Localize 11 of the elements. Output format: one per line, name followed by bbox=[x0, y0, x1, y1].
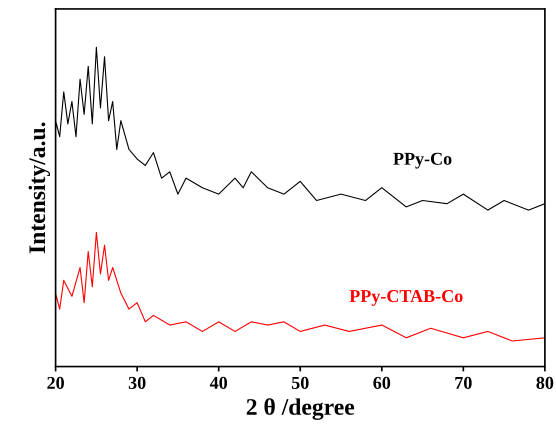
x-tick-label: 40 bbox=[210, 376, 228, 389]
y-axis-title: Intensity/a.u. bbox=[28, 122, 50, 254]
x-tick-label: 60 bbox=[373, 376, 390, 389]
series-label: PPy-Co bbox=[393, 152, 452, 169]
x-axis-title: 2 θ /degree bbox=[246, 398, 354, 420]
x-tick-label: 80 bbox=[536, 376, 554, 389]
x-tick-label: 50 bbox=[292, 376, 309, 389]
series-label: PPy-CTAB-Co bbox=[350, 290, 463, 306]
x-tick-label: 20 bbox=[47, 376, 64, 389]
x-tick-label: 30 bbox=[128, 376, 146, 389]
x-tick-label: 70 bbox=[455, 376, 472, 389]
